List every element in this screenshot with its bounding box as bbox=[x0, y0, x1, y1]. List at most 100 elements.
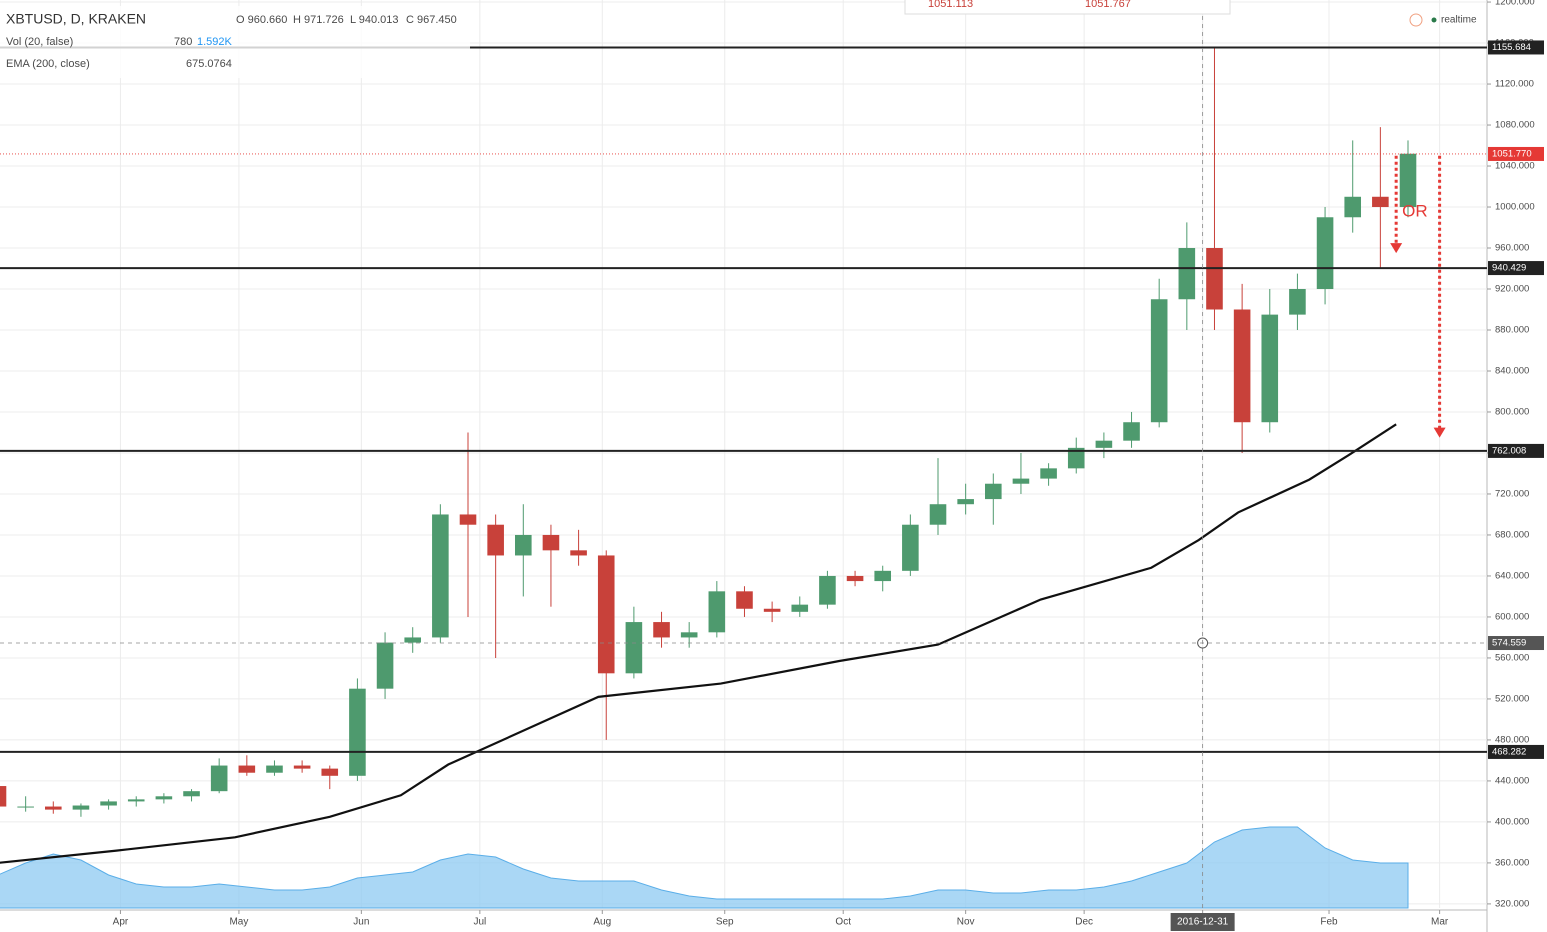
candle-body bbox=[459, 514, 477, 525]
level-label-bg bbox=[1488, 443, 1544, 458]
candle-body bbox=[1150, 299, 1168, 423]
x-tick-label: Oct bbox=[835, 917, 851, 928]
candle-body bbox=[266, 765, 283, 773]
candle-body bbox=[929, 504, 947, 525]
candle-body bbox=[72, 805, 90, 810]
arrow-head bbox=[1433, 427, 1446, 438]
candle-body bbox=[0, 786, 7, 807]
candle-body bbox=[957, 499, 974, 505]
candle-body bbox=[515, 534, 532, 556]
candle-body bbox=[432, 514, 449, 638]
buy-price[interactable]: 1051.767 bbox=[1085, 0, 1131, 10]
crosshair-date-bg bbox=[1170, 913, 1235, 931]
level-label: 468.282 bbox=[1492, 746, 1526, 757]
volume-area bbox=[0, 826, 1409, 909]
candle-body bbox=[100, 801, 117, 806]
y-tick-label: 800.000 bbox=[1495, 406, 1529, 417]
candle-body bbox=[1095, 440, 1113, 448]
candle-body bbox=[1012, 478, 1030, 484]
x-tick-label: Aug bbox=[593, 917, 611, 928]
candle-body bbox=[1040, 468, 1057, 479]
y-tick-label: 640.000 bbox=[1495, 570, 1529, 581]
level-label-bg bbox=[1488, 744, 1544, 759]
volume-pane bbox=[0, 826, 1409, 909]
y-tick-label: 560.000 bbox=[1495, 652, 1529, 663]
y-tick-label: 1000.000 bbox=[1495, 202, 1535, 213]
candle-body bbox=[763, 608, 781, 612]
price-label-bg bbox=[1488, 146, 1544, 161]
volume-ma-value: 1.592K bbox=[197, 36, 233, 48]
price-label: 1051.770 bbox=[1492, 148, 1532, 159]
candle-body bbox=[293, 765, 311, 769]
crosshair-cursor bbox=[1197, 637, 1209, 649]
volume-legend: Vol (20, false) bbox=[6, 36, 73, 48]
ohlc-o: O 960.660 bbox=[236, 14, 287, 26]
volume-value: 780 bbox=[174, 36, 192, 48]
x-tick-label: Apr bbox=[113, 917, 129, 928]
candle-body bbox=[1261, 314, 1279, 423]
realtime-label: realtime bbox=[1441, 15, 1477, 26]
candle-body bbox=[791, 604, 809, 612]
y-tick-label: 680.000 bbox=[1495, 529, 1529, 540]
realtime-dot bbox=[1431, 17, 1437, 23]
candle-body bbox=[1206, 248, 1223, 310]
x-tick-label: Sep bbox=[716, 917, 734, 928]
candle-body bbox=[127, 799, 145, 802]
x-tick-label: Jun bbox=[353, 917, 369, 928]
x-tick-label: Jul bbox=[473, 917, 486, 928]
candle-body bbox=[1316, 217, 1334, 290]
candle-body bbox=[846, 575, 864, 582]
x-tick-label: Nov bbox=[957, 917, 975, 928]
candle-body bbox=[708, 591, 726, 633]
level-label: 762.008 bbox=[1492, 445, 1526, 456]
arrow-head bbox=[1390, 243, 1403, 254]
y-tick-label: 600.000 bbox=[1495, 611, 1529, 622]
y-tick-label: 1080.000 bbox=[1495, 120, 1535, 131]
candle-body bbox=[874, 570, 892, 582]
level-label-bg bbox=[1488, 40, 1544, 55]
y-tick-label: 920.000 bbox=[1495, 284, 1529, 295]
candle-body bbox=[45, 806, 62, 810]
axes: 320.000 360.000 400.000 440.000 480.000 520.0… bbox=[113, 0, 1544, 931]
sell-price[interactable]: 1051.113 bbox=[928, 0, 973, 10]
candle-body bbox=[542, 534, 560, 551]
y-tick-label: 960.000 bbox=[1495, 243, 1529, 254]
ema-line bbox=[0, 423, 1397, 864]
y-tick-label: 440.000 bbox=[1495, 775, 1529, 786]
candle-body bbox=[210, 765, 228, 792]
y-tick-label: 360.000 bbox=[1495, 857, 1529, 868]
x-tick-label: Dec bbox=[1075, 917, 1093, 928]
candle-body bbox=[597, 555, 615, 674]
y-tick-label: 880.000 bbox=[1495, 325, 1529, 336]
candle-body bbox=[1344, 196, 1362, 218]
candle-body bbox=[321, 768, 339, 776]
candle-body bbox=[487, 524, 504, 556]
legend-bg bbox=[0, 6, 470, 78]
order-panel[interactable] bbox=[904, 0, 1231, 15]
crosshair-label: 574.559 bbox=[1492, 638, 1526, 649]
ohlc-c: C 967.450 bbox=[406, 14, 457, 26]
y-tick-label: 520.000 bbox=[1495, 693, 1529, 704]
candle-body bbox=[653, 622, 670, 638]
candle-body bbox=[1123, 422, 1140, 441]
candles bbox=[0, 48, 1417, 817]
candle-body bbox=[183, 791, 200, 797]
y-tick-label: 1040.000 bbox=[1495, 161, 1535, 172]
ema-legend: EMA (200, close) bbox=[6, 58, 90, 70]
x-tick-label: Mar bbox=[1431, 917, 1449, 928]
candle-body bbox=[17, 806, 34, 808]
candle-body bbox=[1233, 309, 1251, 423]
ema-value: 675.0764 bbox=[186, 58, 232, 70]
candle-body bbox=[1178, 248, 1196, 300]
candle-body bbox=[155, 796, 173, 800]
level-label-bg bbox=[1488, 261, 1544, 276]
candle-body bbox=[680, 632, 698, 638]
y-tick-label: 320.000 bbox=[1495, 898, 1529, 909]
level-label: 1155.684 bbox=[1492, 42, 1531, 53]
y-tick-label: 840.000 bbox=[1495, 366, 1529, 377]
y-tick-label: 1200.000 bbox=[1495, 0, 1535, 8]
crosshair-date: 2016-12-31 bbox=[1177, 917, 1229, 928]
crosshair-label-bg bbox=[1488, 636, 1544, 651]
